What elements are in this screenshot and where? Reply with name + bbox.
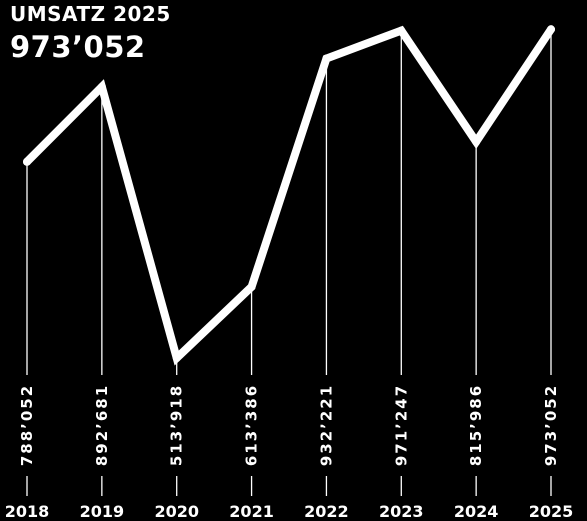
data-point-2018 <box>23 157 31 166</box>
data-point-2024 <box>472 137 481 146</box>
year-label-2018: 2018 <box>5 502 50 521</box>
year-label-2023: 2023 <box>379 502 424 521</box>
data-point-2023 <box>397 26 406 35</box>
value-label-2021: 613’386 <box>243 384 261 466</box>
chart-title: UMSATZ 2025 <box>10 2 171 26</box>
value-label-2018: 788’052 <box>18 384 36 466</box>
data-point-2020 <box>172 354 181 363</box>
year-label-2019: 2019 <box>80 502 125 521</box>
value-label-2024: 815’986 <box>467 384 485 466</box>
year-label-2021: 2021 <box>229 502 274 521</box>
data-point-2019 <box>97 82 106 91</box>
value-label-2022: 932’221 <box>317 384 335 466</box>
value-label-2019: 892’681 <box>93 384 111 466</box>
data-point-2021 <box>247 282 256 291</box>
value-label-2023: 971’247 <box>392 384 410 466</box>
data-point-2025 <box>547 25 555 34</box>
year-label-2025: 2025 <box>529 502 574 521</box>
total-value: 973’052 <box>10 30 146 64</box>
year-label-2024: 2024 <box>454 502 499 521</box>
year-label-2020: 2020 <box>154 502 199 521</box>
data-point-2022 <box>322 54 331 63</box>
value-label-2020: 513’918 <box>168 384 186 466</box>
series-line <box>23 25 555 366</box>
value-label-2025: 973’052 <box>542 384 560 466</box>
year-label-2022: 2022 <box>304 502 349 521</box>
